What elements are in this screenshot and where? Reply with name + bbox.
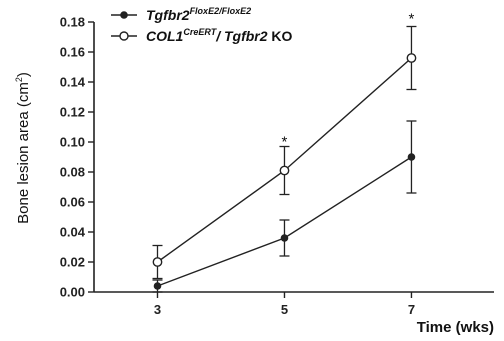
data-point: [406, 53, 417, 63]
x-tick-label: 5: [281, 302, 288, 317]
data-point: [407, 153, 416, 161]
data-point: [152, 257, 163, 267]
y-tick-label: 0.16: [60, 45, 85, 60]
axes: [93, 22, 494, 293]
annotations: **: [282, 11, 415, 151]
legend-item-series-1: Tgfbr2FloxE2/FloxE2: [111, 6, 251, 23]
y-tick-label: 0.04: [60, 225, 86, 240]
legend: Tgfbr2FloxE2/FloxE2 COL1CreERT/ Tgfbr2 K…: [111, 6, 293, 44]
x-ticks: 3 5 7: [154, 292, 415, 317]
legend-item-series-2: COL1CreERT/ Tgfbr2 KO: [111, 27, 293, 44]
y-tick-label: 0.02: [60, 255, 85, 270]
y-tick-label: 0.14: [60, 75, 86, 90]
legend-marker-open: [119, 31, 129, 41]
significance-marker: *: [409, 11, 415, 28]
y-tick-label: 0.12: [60, 105, 85, 120]
x-tick-label: 7: [408, 302, 415, 317]
legend-label-series-1: Tgfbr2FloxE2/FloxE2: [146, 6, 251, 23]
series-1: [152, 120, 417, 293]
y-ticks: 0.00 0.02 0.04 0.06 0.08 0.10 0.12 0.14 0.16 0.18: [60, 15, 94, 300]
significance-marker: *: [282, 134, 288, 151]
series-2: [152, 25, 417, 280]
y-tick-label: 0.10: [60, 135, 85, 150]
data-point: [153, 282, 162, 290]
data-point: [280, 234, 289, 242]
legend-marker-filled: [120, 11, 128, 19]
y-axis-label: Bone lesion area (cm2): [14, 72, 32, 224]
y-tick-label: 0.08: [60, 165, 85, 180]
y-tick-label: 0.06: [60, 195, 85, 210]
x-tick-label: 3: [154, 302, 161, 317]
data-point: [279, 165, 290, 176]
y-tick-label: 0.00: [60, 285, 85, 300]
series-group: [152, 25, 417, 293]
legend-label-series-2: COL1CreERT/ Tgfbr2 KO: [146, 27, 293, 44]
y-tick-label: 0.18: [60, 15, 85, 30]
x-axis-label: Time (wks): [417, 319, 494, 336]
